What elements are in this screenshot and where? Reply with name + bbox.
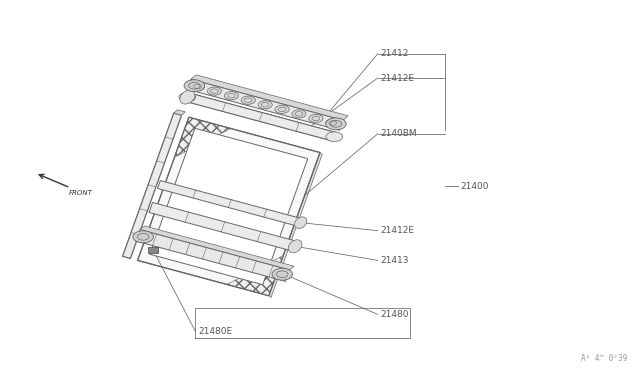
Polygon shape [122, 113, 182, 259]
Ellipse shape [180, 90, 195, 104]
Text: FRONT: FRONT [69, 190, 93, 196]
Text: 2140BM: 2140BM [381, 129, 417, 138]
Polygon shape [188, 79, 343, 130]
Circle shape [191, 83, 205, 91]
Polygon shape [148, 247, 158, 253]
Text: 21412: 21412 [381, 49, 409, 58]
Polygon shape [186, 93, 336, 141]
Text: 21413: 21413 [381, 256, 410, 265]
Circle shape [258, 101, 272, 109]
Circle shape [133, 231, 154, 243]
Circle shape [309, 114, 323, 122]
Polygon shape [175, 117, 231, 157]
Ellipse shape [288, 240, 302, 253]
Text: 21412E: 21412E [381, 226, 415, 235]
Text: 21400: 21400 [461, 182, 490, 190]
Circle shape [184, 80, 205, 92]
Circle shape [224, 92, 238, 100]
Polygon shape [140, 226, 294, 270]
Text: A² 4^ 0²39: A² 4^ 0²39 [581, 354, 627, 363]
Circle shape [207, 87, 221, 95]
Polygon shape [191, 75, 348, 120]
Circle shape [326, 132, 342, 142]
Circle shape [326, 119, 340, 127]
Circle shape [326, 118, 346, 130]
Polygon shape [150, 128, 308, 285]
Polygon shape [157, 180, 302, 227]
Circle shape [275, 105, 289, 113]
Polygon shape [227, 256, 283, 296]
Polygon shape [173, 110, 186, 115]
Polygon shape [136, 230, 289, 281]
Polygon shape [186, 93, 336, 141]
Circle shape [179, 92, 196, 102]
Circle shape [272, 268, 292, 280]
Polygon shape [269, 153, 322, 298]
Polygon shape [149, 202, 297, 251]
Circle shape [241, 96, 255, 104]
Text: 21412E: 21412E [381, 74, 415, 83]
Circle shape [292, 110, 306, 118]
Text: 21480E: 21480E [198, 327, 232, 336]
Ellipse shape [294, 217, 307, 228]
Polygon shape [138, 117, 320, 296]
Text: 21480: 21480 [381, 310, 410, 319]
